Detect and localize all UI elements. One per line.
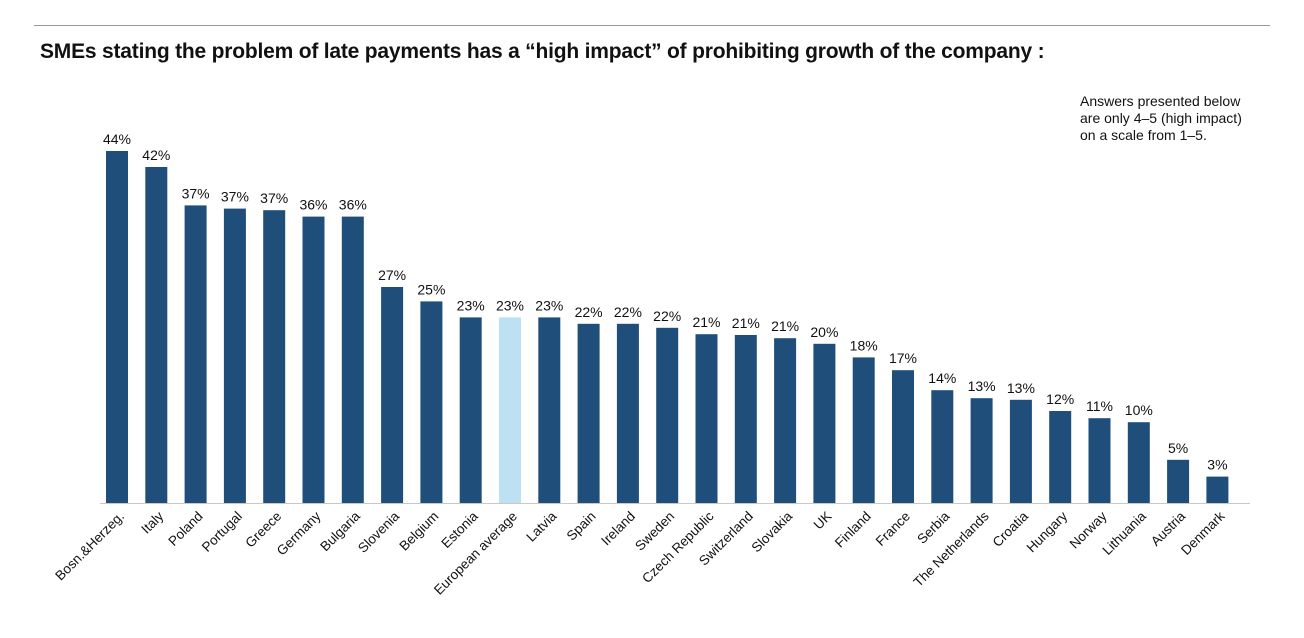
note-line-2: are only 4–5 (high impact) — [1080, 110, 1242, 126]
bar-croatia — [1009, 399, 1032, 503]
bar-bulgaria — [341, 216, 364, 503]
top-rule — [34, 25, 1270, 26]
data-label: 42% — [142, 147, 170, 163]
bar-estonia — [459, 317, 482, 503]
x-tick-label: Slovakia — [749, 508, 796, 555]
data-label: 17% — [889, 350, 917, 366]
data-label: 10% — [1125, 402, 1153, 418]
note-line-1: Answers presented below — [1080, 93, 1241, 109]
x-tick-label: Bosn.&Herzeg. — [52, 509, 127, 584]
x-tick-label: UK — [811, 509, 835, 533]
data-label: 22% — [653, 308, 681, 324]
bar-france — [892, 370, 914, 503]
x-tick-label: Italy — [138, 508, 166, 536]
x-tick-label: Serbia — [914, 508, 953, 547]
bar-european-average — [499, 317, 521, 503]
data-label: 21% — [732, 315, 760, 331]
bar-italy — [145, 167, 168, 503]
x-tick-label: Denmark — [1178, 508, 1228, 558]
data-label: 37% — [221, 189, 249, 205]
bar-serbia — [931, 390, 954, 503]
bar-slovakia — [774, 338, 797, 503]
data-label: 37% — [260, 190, 288, 206]
bar-greece — [263, 210, 286, 503]
x-tick-label: Belgium — [396, 509, 441, 554]
data-label: 37% — [182, 185, 210, 201]
bar-spain — [577, 323, 600, 503]
x-tick-label: Finland — [832, 509, 874, 551]
data-label: 13% — [1007, 380, 1035, 396]
x-tick-label: Germany — [274, 508, 324, 558]
data-label: 13% — [968, 378, 996, 394]
x-tick-label: Hungary — [1024, 508, 1071, 555]
x-tick-label: Czech Republic — [639, 508, 717, 586]
bar-switzerland — [734, 335, 757, 503]
x-tick-label: Portugal — [199, 509, 245, 555]
bar-lithuania — [1127, 422, 1150, 503]
bar-belgium — [420, 301, 443, 503]
bar-uk — [813, 343, 836, 503]
data-label: 12% — [1046, 391, 1074, 407]
chart-note: Answers presented below are only 4–5 (hi… — [1080, 93, 1290, 144]
data-label: 36% — [299, 197, 327, 213]
bar-slovenia — [381, 287, 404, 503]
bar-norway — [1088, 418, 1111, 503]
x-tick-label: Latvia — [523, 508, 559, 544]
bar-austria — [1167, 459, 1190, 503]
data-label: 23% — [496, 297, 524, 313]
data-label: 11% — [1086, 398, 1113, 414]
data-label: 21% — [771, 318, 799, 334]
data-label: 14% — [928, 370, 956, 386]
data-label: 18% — [850, 337, 878, 353]
bar-bosn-herzeg- — [106, 151, 128, 503]
bar-latvia — [538, 317, 561, 503]
data-label: 23% — [535, 297, 563, 313]
chart-title: SMEs stating the problem of late payment… — [40, 40, 1045, 63]
data-label: 5% — [1168, 440, 1188, 456]
x-tick-label: France — [873, 509, 913, 549]
x-tick-label: Lithuania — [1100, 508, 1150, 558]
data-label: 3% — [1207, 457, 1227, 473]
data-label: 20% — [810, 324, 838, 340]
data-label: 25% — [417, 281, 445, 297]
data-label: 44% — [103, 131, 131, 147]
x-tick-label: Spain — [564, 509, 599, 544]
bar-the-netherlands — [970, 398, 993, 503]
x-tick-label: The Netherlands — [911, 508, 992, 589]
bar-portugal — [223, 208, 246, 503]
data-label: 22% — [575, 304, 603, 320]
bar-hungary — [1049, 411, 1072, 503]
data-label: 22% — [614, 304, 642, 320]
bar-sweden — [656, 327, 679, 503]
bar-denmark — [1206, 476, 1229, 503]
bar-czech-republic — [695, 334, 718, 503]
note-line-3: on a scale from 1–5. — [1080, 127, 1207, 143]
bar-ireland — [616, 323, 639, 503]
data-label: 27% — [378, 267, 406, 283]
bar-germany — [302, 216, 325, 503]
bar-poland — [184, 205, 207, 503]
x-tick-label: Slovenia — [355, 508, 403, 556]
data-label: 23% — [457, 297, 485, 313]
bar-finland — [852, 357, 875, 503]
data-label: 36% — [339, 197, 367, 213]
data-label: 21% — [692, 314, 720, 330]
